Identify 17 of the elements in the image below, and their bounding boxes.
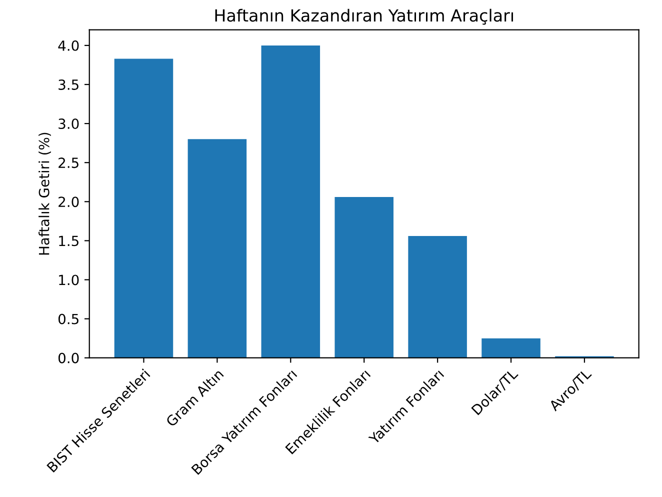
bar [188, 139, 247, 358]
y-tick-label: 3.0 [58, 118, 79, 130]
y-tick-label: 1.0 [59, 274, 79, 286]
bar [334, 196, 394, 358]
bar [408, 236, 467, 358]
y-tick-label: 1.5 [59, 236, 78, 246]
y-axis-title: Haftalık Getiri (%) [38, 132, 51, 255]
bar [482, 338, 540, 358]
y-tick-label: 2.0 [58, 196, 79, 208]
y-tick-label: 0.0 [58, 352, 79, 364]
y-tick-label: 0.5 [58, 314, 78, 324]
y-tick-label: 3.5 [58, 79, 78, 90]
y-tick-label: 2.5 [58, 158, 78, 168]
bar [114, 58, 174, 358]
chart-title: Haftanın Kazandıran Yatırım Araçları [215, 8, 513, 25]
bar [261, 45, 320, 358]
y-tick-label: 4.0 [58, 40, 79, 51]
